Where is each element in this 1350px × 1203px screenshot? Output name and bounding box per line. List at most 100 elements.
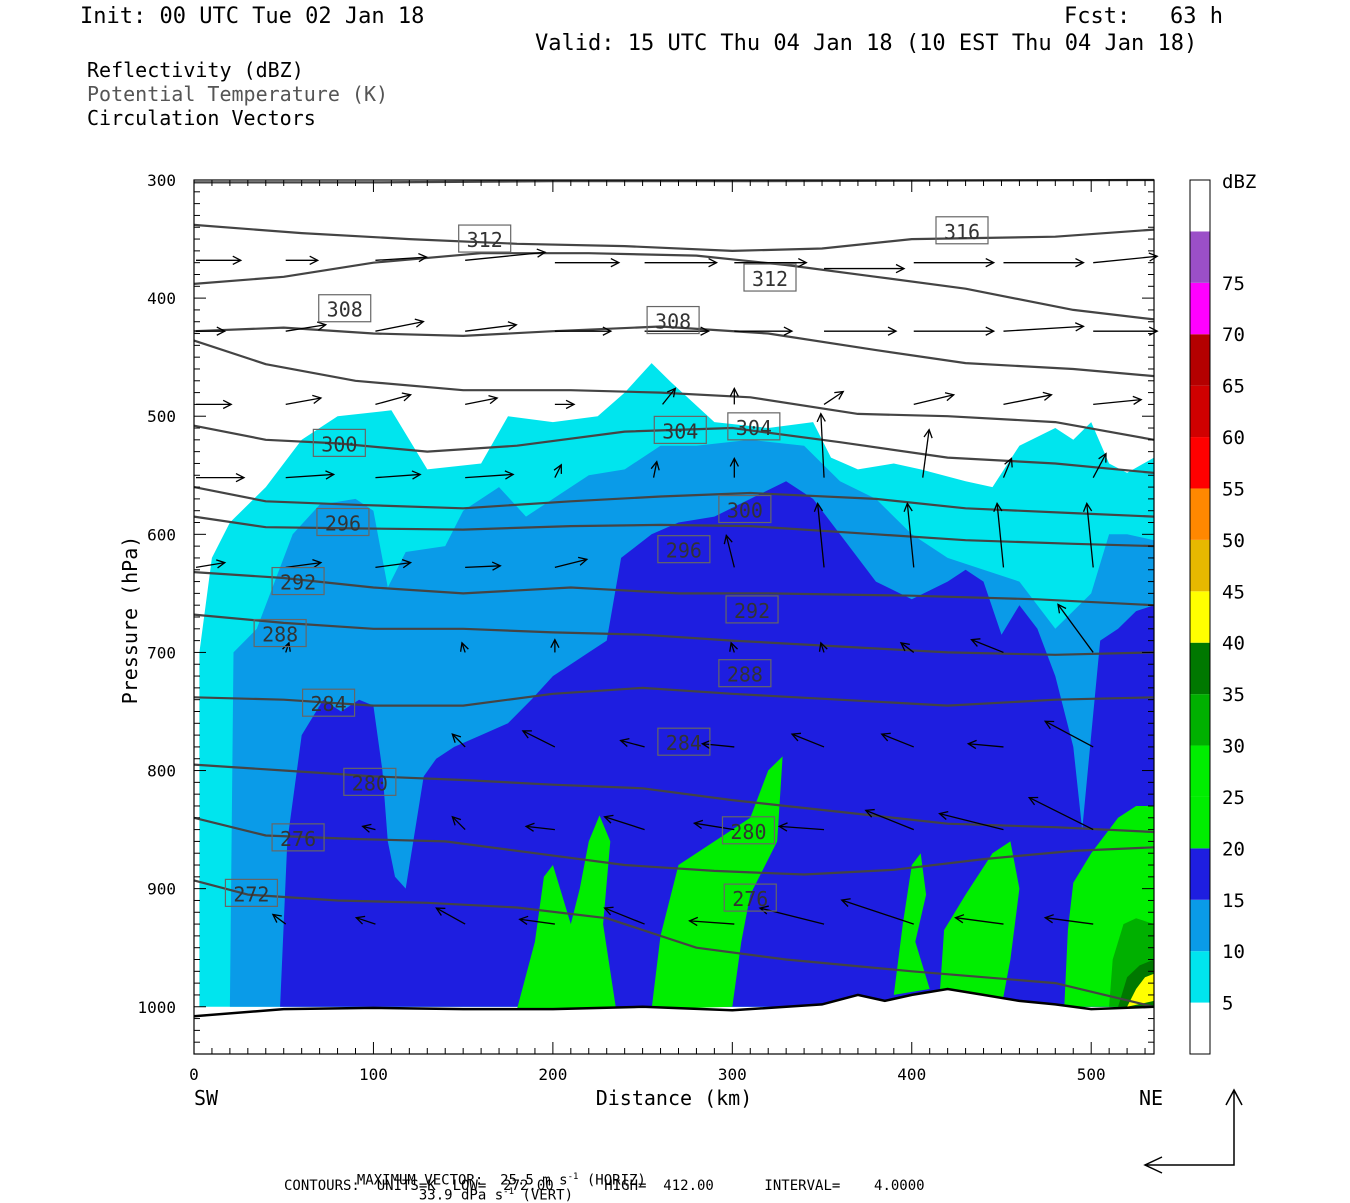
vector-arrow-9 (1003, 258, 1085, 268)
colorbar-swatch (1190, 848, 1210, 900)
theta-contour-10 (193, 686, 1155, 707)
reflectivity-fill (199, 363, 1155, 1010)
colorbar-swatch (1190, 180, 1210, 232)
vector-arrow-25 (465, 394, 499, 406)
circulation-vectors (195, 248, 1159, 927)
theta-label-12: 288 (253, 618, 307, 648)
vector-arrow-87 (954, 914, 1004, 925)
init-time: Init: 00 UTC Tue 02 Jan 18 (80, 4, 425, 29)
colorbar-level-label: 25 (1222, 787, 1245, 809)
theta-label-box (657, 727, 711, 756)
theta-label-text: 276 (280, 827, 316, 851)
vector-arrow-18 (824, 326, 898, 336)
theta-label-box (718, 494, 772, 524)
vector-arrow-42 (1002, 457, 1013, 478)
theta-label-21: 272 (224, 878, 279, 907)
vector-arrow-46 (375, 559, 413, 569)
vector-arrow-62 (451, 733, 466, 748)
theta-contour-4 (193, 339, 1155, 441)
vector-arrow-52 (993, 501, 1005, 568)
theta-label-text: 312 (467, 228, 503, 252)
vector-arrow-71 (451, 815, 466, 831)
vector-arrow-1 (285, 255, 320, 265)
theta-label-18: 280 (721, 816, 776, 845)
theta-contour-8 (193, 571, 1155, 607)
theta-label-text: 280 (352, 771, 388, 795)
vector-arrow-2 (375, 252, 429, 263)
vector-arrow-48 (554, 556, 589, 569)
theta-label-text: 272 (233, 882, 269, 906)
vector-arrow-63 (521, 730, 556, 748)
vector-arrow-53 (1082, 501, 1094, 568)
theta-label-text: 292 (280, 571, 316, 595)
vector-arrow-21 (1093, 326, 1159, 336)
vector-arrow-32 (1093, 395, 1143, 406)
colorbar-level-label: 45 (1222, 581, 1245, 603)
y-axis-label: Pressure (hPa) (118, 536, 142, 705)
colorbar-swatch (1190, 437, 1210, 489)
colorbar-level-label: 15 (1222, 890, 1245, 912)
vector-arrow-4 (554, 258, 621, 268)
valid-time: Valid: 15 UTC Thu 04 Jan 18 (10 EST Thu … (535, 31, 1198, 56)
theta-label-box (253, 618, 307, 648)
vector-arrow-47 (465, 561, 502, 571)
max-vector-note: MAXIMUM VECTOR: 25.5 m s-1 (HORIZ) 33.9 … (356, 1172, 646, 1203)
vector-arrow-41 (922, 428, 933, 478)
vector-arrow-67 (880, 732, 914, 748)
theta-label-text: 308 (655, 310, 691, 334)
theta-contour-2 (193, 252, 1155, 321)
field-reflectivity: Reflectivity (dBZ) (87, 58, 304, 82)
theta-label-17: 280 (343, 767, 397, 796)
theta-label-box (721, 816, 776, 845)
x-tick-label: 200 (538, 1065, 567, 1084)
theta-label-box (657, 535, 711, 564)
terrain-surface (193, 987, 1155, 1018)
vector-arrow-59 (899, 641, 915, 653)
vector-arrow-72 (524, 822, 555, 832)
vector-arrow-40 (816, 412, 826, 478)
vector-arrow-23 (285, 394, 323, 406)
ref-vector-left-head (1143, 1156, 1163, 1174)
x-tick-label: 100 (359, 1065, 388, 1084)
theta-label-text: 284 (311, 692, 347, 716)
theta-contour-1 (193, 223, 1155, 252)
theta-label-10: 296 (657, 535, 711, 564)
y-tick-label: 800 (147, 762, 176, 781)
theta-label-text: 304 (662, 419, 698, 443)
colorbar-level-label: 75 (1222, 273, 1245, 295)
field-potential-temperature: Potential Temperature (K) (87, 82, 389, 106)
vector-arrow-65 (700, 739, 735, 750)
vector-arrow-13 (375, 318, 425, 332)
vector-arrow-78 (1027, 796, 1094, 831)
colorbar-level-label: 10 (1222, 941, 1245, 963)
vector-arrow-60 (970, 638, 1004, 654)
x-tick-label: 400 (897, 1065, 926, 1084)
theta-label-text: 296 (325, 512, 361, 536)
vector-arrow-38 (650, 460, 660, 478)
theta-label-8: 296 (316, 507, 370, 537)
region-20dbz-d (938, 841, 1020, 1010)
theta-label-box (224, 878, 279, 907)
colorbar-level-label: 5 (1222, 993, 1233, 1015)
colorbar-swatch (1190, 539, 1210, 592)
x-tick-label: 300 (718, 1065, 747, 1084)
theta-label-box (718, 659, 772, 688)
theta-label-15: 284 (301, 688, 356, 717)
vector-arrow-28 (729, 386, 739, 405)
region-15dbz (280, 481, 1155, 1007)
colorbar-level-label: 50 (1222, 530, 1245, 552)
vector-arrow-7 (824, 263, 906, 274)
colorbar-swatch (1190, 488, 1210, 540)
vector-arrow-33 (196, 472, 246, 483)
colorbar-swatch (1190, 642, 1210, 695)
theta-label-box (318, 294, 372, 323)
vector-arrow-75 (777, 822, 825, 832)
vector-arrow-36 (465, 470, 515, 480)
vector-arrow-5 (644, 258, 719, 268)
vector-arrow-88 (1043, 914, 1094, 925)
ne-label: NE (1139, 1086, 1163, 1110)
theta-label-text: 304 (736, 416, 772, 440)
vector-arrow-64 (619, 738, 645, 748)
vector-arrow-34 (285, 470, 336, 480)
sw-label: SW (194, 1086, 219, 1110)
